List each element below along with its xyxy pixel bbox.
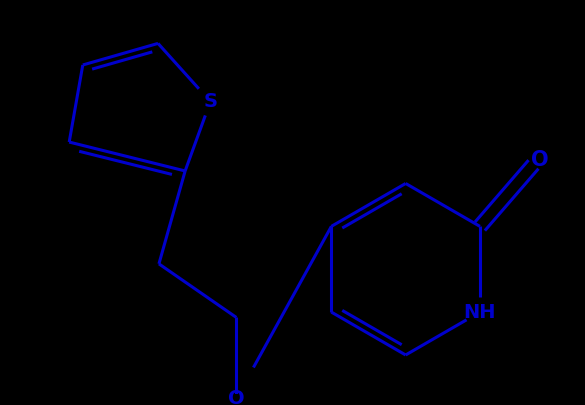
Text: S: S bbox=[204, 92, 218, 111]
Text: O: O bbox=[228, 389, 245, 405]
Text: NH: NH bbox=[464, 303, 496, 322]
Text: O: O bbox=[531, 150, 548, 170]
